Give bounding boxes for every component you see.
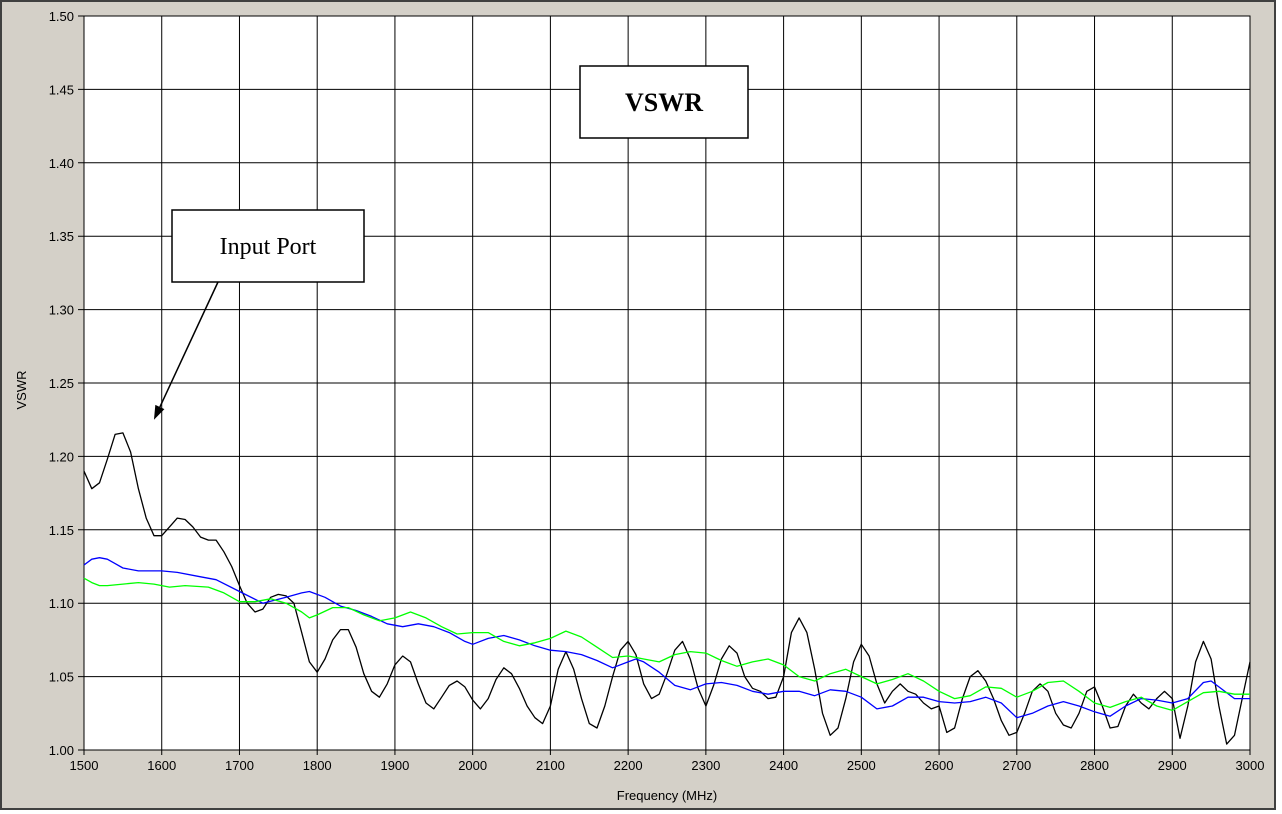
y-tick-label: 1.35 — [49, 229, 74, 244]
x-tick-label: 2300 — [691, 758, 720, 773]
y-axis-label: VSWR — [14, 371, 29, 410]
x-tick-label: 2200 — [614, 758, 643, 773]
x-tick-label: 1500 — [70, 758, 99, 773]
x-tick-label: 2000 — [458, 758, 487, 773]
x-tick-label: 3000 — [1236, 758, 1265, 773]
series-line-0 — [83, 432, 1251, 745]
annotation-arrow — [159, 281, 219, 408]
grid — [78, 15, 1251, 755]
annotation-label: Input Port — [220, 234, 317, 260]
x-tick-label: 1900 — [380, 758, 409, 773]
y-tick-label: 1.45 — [49, 82, 74, 97]
y-tick-label: 1.15 — [49, 523, 74, 538]
x-tick-label: 2800 — [1080, 758, 1109, 773]
x-tick-label: 2900 — [1158, 758, 1187, 773]
chart-title: VSWR — [625, 88, 703, 117]
annotation-arrowhead — [153, 404, 165, 420]
series-line-2 — [83, 577, 1250, 712]
series-group — [83, 432, 1251, 745]
y-tick-label: 1.30 — [49, 303, 74, 318]
x-tick-label: 1800 — [303, 758, 332, 773]
input-port-annotation: Input Port — [153, 209, 365, 420]
x-tick-label: 1600 — [147, 758, 176, 773]
x-tick-label: 2400 — [769, 758, 798, 773]
y-tick-label: 1.50 — [49, 9, 74, 24]
x-tick-label: 2100 — [536, 758, 565, 773]
x-axis-label: Frequency (MHz) — [617, 788, 717, 803]
y-tick-label: 1.05 — [49, 670, 74, 685]
y-tick-label: 1.25 — [49, 376, 74, 391]
tick-labels: 1500 1600 1700 1800 1900 2000 2100 2200 2300 2400… — [49, 9, 1265, 773]
x-tick-label: 1700 — [225, 758, 254, 773]
x-tick-label: 2600 — [925, 758, 954, 773]
chart-title-box: VSWR — [579, 65, 749, 139]
x-tick-label: 2700 — [1002, 758, 1031, 773]
series-line-1 — [83, 557, 1250, 719]
y-tick-label: 1.00 — [49, 743, 74, 758]
x-tick-label: 2500 — [847, 758, 876, 773]
y-tick-label: 1.10 — [49, 596, 74, 611]
y-tick-label: 1.40 — [49, 156, 74, 171]
y-tick-label: 1.20 — [49, 449, 74, 464]
